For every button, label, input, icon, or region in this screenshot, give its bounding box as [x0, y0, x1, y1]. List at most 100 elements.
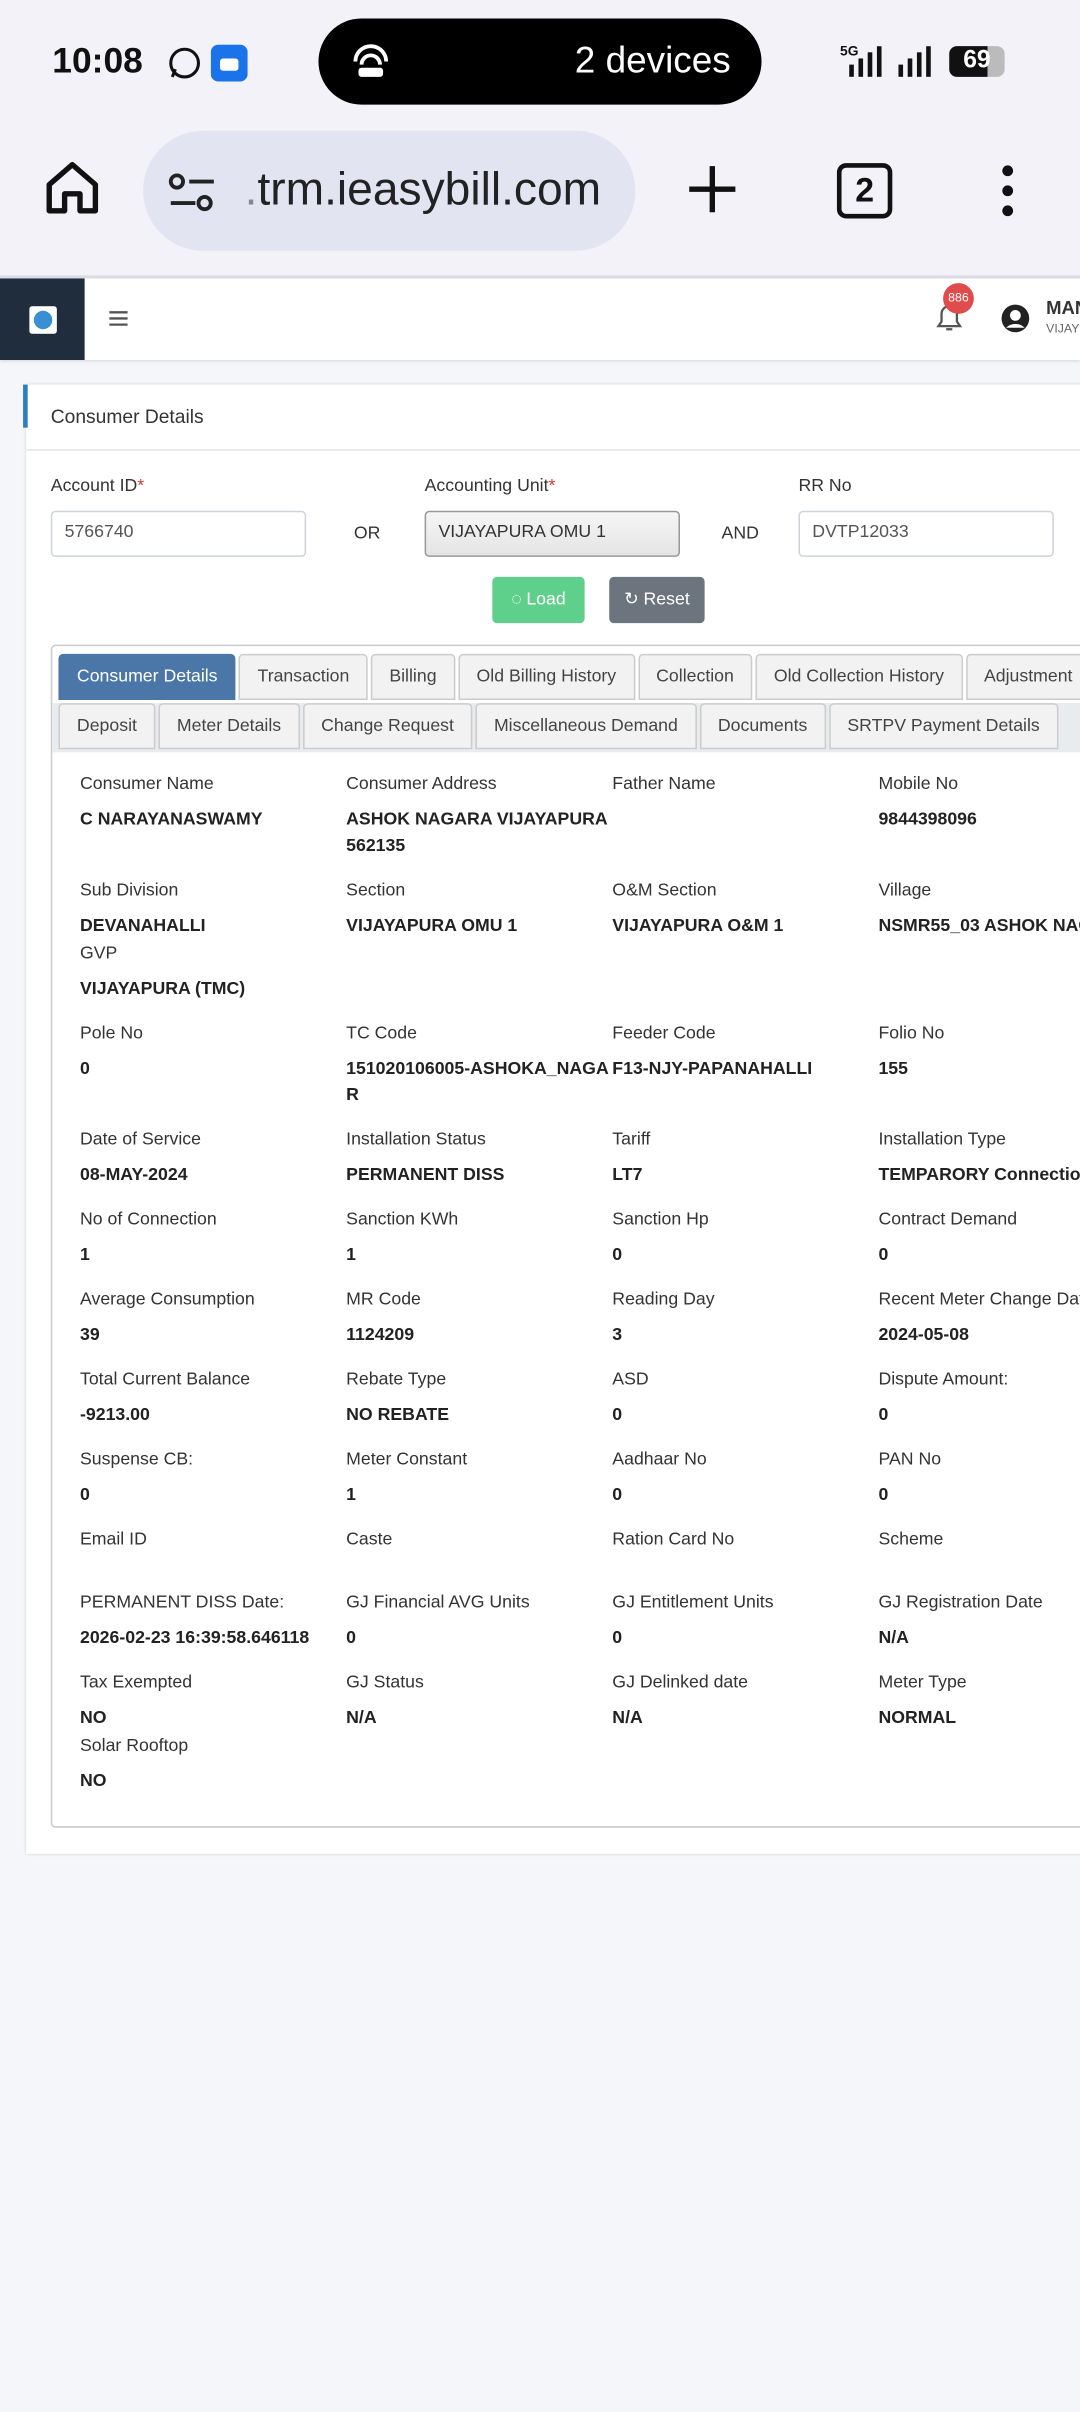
signal-icon [849, 46, 931, 77]
field-label: Suspense CB: [79, 1450, 194, 1470]
load-button[interactable]: ◌ Load [492, 576, 585, 624]
input[interactable]: VIJAYAPURA OMU 1 [424, 510, 680, 557]
menu-button[interactable] [997, 163, 1019, 218]
field-label: Section [346, 881, 406, 900]
tab[interactable]: Miscellaneous Demand [475, 703, 697, 750]
tab-row: Consumer Details Transaction Billing Old Bi… [58, 653, 1080, 700]
field-cell: Sanction KWh 1 [346, 1208, 612, 1270]
tab[interactable]: Old Collection History [755, 653, 963, 700]
tab-count[interactable]: 2 [836, 163, 893, 219]
tab[interactable]: Billing [370, 653, 455, 700]
whatsapp-icon [169, 47, 200, 79]
required-mark: * [548, 476, 556, 496]
and-text: AND [721, 524, 759, 544]
field-cell: Date of Service 08-MAY-2024 [80, 1128, 346, 1190]
user-avatar[interactable] [1000, 303, 1031, 334]
field-value: TEMPARORY Connections [878, 1166, 1080, 1185]
label-text: Account ID [50, 476, 138, 496]
field-value: 3 [612, 1326, 623, 1345]
field-cell: O&M Section VIJAYAPURA O&M 1 [612, 878, 878, 1003]
field-cell: Installation Type TEMPARORY Connections [878, 1128, 1080, 1190]
field-cell: Reading Day 3 [612, 1288, 878, 1350]
field-cell: GJ Status N/A [346, 1671, 612, 1796]
field-label: Email ID [79, 1530, 147, 1550]
field-cell: Rebate Type NO REBATE [346, 1368, 612, 1430]
field-label: Consumer Name [79, 775, 214, 794]
notification-badge: 886 [943, 283, 974, 314]
field-value: -9213.00 [79, 1406, 150, 1425]
field-value: 0 [612, 1486, 623, 1505]
url-prefix: . [244, 164, 258, 216]
field-value: N/A [346, 1709, 377, 1728]
field-cell: Mobile No 9844398096 [878, 772, 1080, 860]
field-label: Average Consumption [79, 1290, 255, 1310]
logo [29, 306, 57, 334]
field-cell: ASD 0 [612, 1368, 878, 1430]
logo-box[interactable] [0, 278, 85, 360]
field-value: PERMANENT DISS [346, 1166, 505, 1185]
user-name: MAN [1046, 296, 1080, 319]
field-label: PAN No [878, 1450, 942, 1470]
field-cell: Suspense CB: 0 [80, 1448, 346, 1510]
field-value: 08-MAY-2024 [79, 1166, 188, 1185]
field-row: Tax Exempted NO Solar Rooftop NO GJ Status N/… [80, 1671, 1080, 1814]
field-cell: Folio No 155 [878, 1022, 1080, 1110]
app-icon [210, 44, 248, 82]
home-button[interactable] [45, 160, 100, 215]
field-cell: PERMANENT DISS Date: 2026-02-23 16:39:58.… [80, 1591, 346, 1653]
card: Consumer Details Consumer Details Transac… [23, 384, 1080, 1854]
input[interactable]: 5766740 [50, 510, 307, 557]
field-value: VIJAYAPURA O&M 1 [612, 916, 784, 936]
field-label: RR No [798, 477, 851, 495]
tab-row: Deposit Meter Details Change Request Miscel… [58, 703, 1061, 750]
field-label: Dispute Amount: [878, 1370, 1009, 1390]
field-row: Date of Service 08-MAY-2024 Installation S… [80, 1128, 1080, 1208]
tab[interactable]: Meter Details [158, 703, 300, 750]
field-label: Ration Card No [612, 1530, 735, 1550]
reset-text: Reset [643, 590, 690, 610]
tab[interactable]: Collection [637, 653, 753, 700]
field-label: Tariff [612, 1130, 651, 1150]
tab[interactable]: Consumer Details [58, 653, 237, 700]
app-header: 886 MAN VIJAY [0, 278, 1080, 360]
field-row: Consumer Name C NARAYANASWAMY Consumer Add… [80, 772, 1080, 878]
field-value: 155 [878, 1059, 908, 1079]
field-cell: Email ID [80, 1528, 346, 1563]
tab[interactable]: Documents [699, 703, 826, 750]
field-label: GVP [79, 944, 118, 964]
input[interactable]: DVTP12033 [798, 510, 1054, 557]
field-value: 0 [878, 1486, 889, 1505]
tab[interactable]: SRTPV Payment Details [828, 703, 1059, 750]
field-value: N/A [612, 1709, 643, 1728]
field-value: 39 [79, 1326, 100, 1345]
field-label: Contract Demand [878, 1210, 1018, 1230]
field-label: Mobile No [878, 775, 959, 794]
field-label: PERMANENT DISS Date: [79, 1593, 285, 1613]
tab[interactable]: Change Request [302, 703, 473, 750]
site-settings-icon[interactable] [168, 172, 217, 212]
url-bar[interactable]: .trm.ieasybill.com [143, 130, 636, 251]
field-label: GJ Registration Date [878, 1593, 1043, 1613]
hamburger[interactable] [109, 309, 128, 327]
field-value: NO REBATE [346, 1406, 450, 1425]
field-value: 0 [878, 1406, 889, 1425]
field-label: No of Connection [79, 1210, 217, 1230]
tab[interactable]: Transaction [239, 653, 368, 700]
tab[interactable]: Adjustment [965, 653, 1080, 700]
label-text: RR No [798, 476, 852, 496]
load-icon: ◌ [511, 590, 522, 610]
reset-button[interactable]: ↻ Reset [609, 576, 705, 624]
time: 10:08 [52, 39, 143, 80]
field-cell: Average Consumption 39 [80, 1288, 346, 1350]
divider [26, 449, 1080, 451]
url: .trm.ieasybill.com [245, 165, 601, 217]
browser-bar: .trm.ieasybill.com 2 [0, 126, 1080, 279]
tab[interactable]: Deposit [58, 703, 156, 750]
new-tab-button[interactable] [686, 163, 738, 215]
field-value: 0 [612, 1246, 623, 1265]
user-unit: VIJAY [1046, 321, 1080, 336]
field-cell: GJ Registration Date N/A [878, 1591, 1080, 1653]
tab[interactable]: Old Billing History [458, 653, 635, 700]
field-label: Recent Meter Change Date [878, 1290, 1080, 1310]
field-value: 1 [79, 1246, 90, 1265]
